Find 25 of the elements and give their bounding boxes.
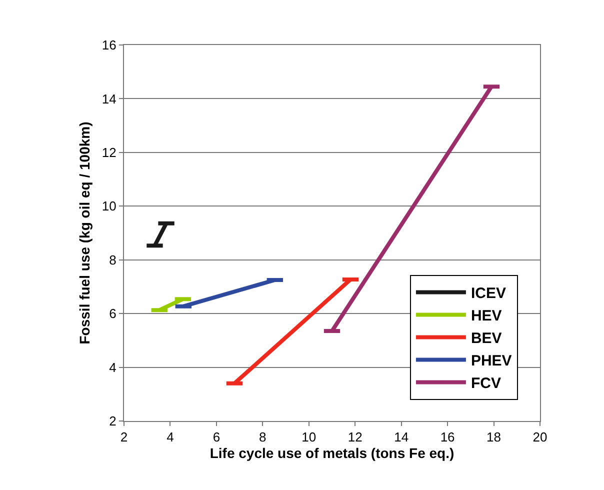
- y-tick-label: 16: [102, 38, 116, 53]
- legend-label: FCV: [470, 375, 501, 392]
- legend-label: ICEV: [470, 285, 506, 302]
- legend-label: PHEV: [470, 352, 512, 370]
- x-tick-label: 14: [394, 430, 409, 445]
- legend-label: BEV: [470, 330, 502, 348]
- y-tick-label: 2: [109, 414, 116, 429]
- y-tick-label: 14: [102, 91, 116, 106]
- y-tick-label: 10: [102, 198, 116, 214]
- x-tick-label: 4: [166, 430, 174, 445]
- y-tick-label: 8: [109, 252, 116, 268]
- x-tick-label: 16: [440, 430, 455, 445]
- y-tick-label: 6: [109, 306, 116, 322]
- y-axis-title: Fossil fuel use (kg oil eq / 100km): [76, 122, 93, 344]
- x-tick-label: 8: [259, 430, 266, 445]
- x-tick-label: 12: [348, 430, 362, 445]
- x-axis-title: Life cycle use of metals (tons Fe eq.): [210, 444, 454, 461]
- legend-label: HEV: [470, 308, 502, 325]
- x-tick-label: 10: [302, 430, 316, 445]
- x-tick-label: 18: [486, 430, 502, 445]
- x-tick-label: 6: [212, 430, 220, 445]
- y-tick-label: 12: [102, 144, 116, 160]
- x-tick-label: 2: [120, 430, 128, 445]
- y-tick-label: 4: [109, 360, 116, 375]
- x-tick-label: 20: [532, 430, 548, 445]
